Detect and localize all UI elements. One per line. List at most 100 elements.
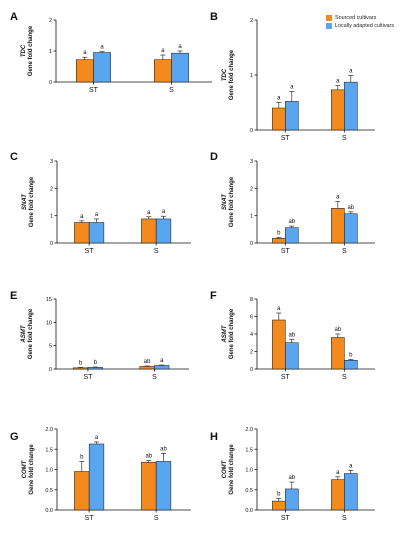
significance-letter: ab (288, 219, 295, 225)
significance-letter: ab (347, 205, 354, 211)
bar (344, 81, 358, 131)
bar (272, 319, 286, 370)
legend-item-sourced: Sourced cultivars (326, 14, 394, 22)
y-axis-label: Gene fold change (29, 176, 35, 227)
bar (331, 479, 345, 511)
bar (88, 222, 105, 244)
y-tick-label: 1 (250, 214, 253, 220)
y-tick-label: 10 (46, 320, 52, 326)
y-tick-label: 5 (49, 344, 52, 350)
panel-label: A (10, 11, 18, 23)
significance-letter: b (277, 231, 281, 237)
bar (285, 101, 299, 131)
bar (272, 238, 286, 244)
y-axis-gene-label: SNAT (22, 193, 28, 210)
y-axis-label: Gene fold change (229, 49, 235, 100)
y-tick-label: 15 (46, 297, 52, 303)
y-tick-label: 0.0 (45, 508, 53, 514)
significance-letter: a (277, 96, 281, 102)
bar (87, 367, 103, 370)
x-tick-label: S (169, 87, 174, 94)
significance-letter: a (349, 463, 353, 469)
legend-swatch-sourced (326, 15, 332, 21)
y-tick-label: 2.0 (245, 427, 253, 433)
y-tick-label: 2 (250, 18, 253, 24)
bar (139, 366, 155, 370)
panel-f: F ASMT Gene fold change 0 2 4 6 8 ST a ab Sab b (210, 290, 375, 381)
y-axis-gene-label: SNAT (222, 193, 228, 210)
y-tick-label: 0 (250, 128, 253, 134)
y-tick-label: 1.5 (245, 447, 253, 453)
significance-letter: ab (144, 359, 151, 365)
bar (141, 461, 157, 511)
y-tick-label: 0 (250, 241, 253, 247)
y-tick-label: 2 (49, 18, 52, 24)
significance-letter: a (178, 44, 182, 50)
significance-letter: a (162, 209, 166, 215)
panel-label: G (10, 431, 19, 443)
y-tick-label: 3 (250, 159, 253, 165)
y-tick-label: 0 (49, 367, 52, 373)
x-tick-label: ST (281, 374, 291, 381)
bar (331, 208, 345, 244)
x-tick-label: S (154, 248, 159, 255)
legend: Sourced cultivars Locally adapted cultiv… (326, 14, 394, 30)
x-tick-label: ST (281, 515, 291, 522)
bar (154, 59, 172, 83)
panel-label: B (210, 11, 218, 23)
bar (285, 342, 299, 370)
x-tick-label: ST (89, 87, 99, 94)
bar (93, 52, 111, 83)
y-tick-label: 0 (50, 241, 53, 247)
y-tick-label: 0 (250, 367, 253, 373)
legend-label-local: Locally adapted cultivars (335, 23, 395, 29)
panel-c: C SNAT Gene fold change 0 1 2 3 ST a a Sa a (10, 151, 191, 255)
y-axis-gene-label: TDC (21, 44, 27, 57)
legend-label-sourced: Sourced cultivars (335, 15, 377, 21)
panel-g: G COMT Gene fold change 0.0 0.5 1.0 1.5 2.0 ST b a… (10, 427, 191, 522)
y-axis-label: Gene fold change (28, 308, 34, 359)
y-tick-label: 2 (250, 186, 253, 192)
bar (155, 461, 172, 511)
significance-letter: a (290, 85, 294, 91)
legend-item-local: Locally adapted cultivars (326, 22, 394, 30)
y-axis-gene-label: COMT (22, 459, 28, 478)
bar (272, 107, 286, 131)
x-tick-label: ST (85, 248, 95, 255)
y-axis-gene-label: TDC (222, 68, 228, 81)
y-tick-label: 3 (50, 159, 53, 165)
panel-label: E (10, 290, 17, 302)
bar (141, 218, 157, 244)
bar (344, 360, 358, 370)
y-tick-label: 1.5 (45, 447, 53, 453)
x-tick-label: ST (281, 248, 291, 255)
x-tick-label: S (152, 374, 157, 381)
y-tick-label: 1.0 (45, 468, 53, 474)
significance-letter: ab (288, 475, 295, 481)
significance-letter: b (277, 491, 281, 497)
significance-letter: a (160, 358, 164, 364)
panel-h: H COMT Gene fold change 0.0 0.5 1.0 1.5 2.0 ST b a… (210, 427, 375, 522)
y-axis-label: Gene fold change (29, 444, 35, 495)
bar (73, 367, 89, 370)
x-tick-label: ST (85, 515, 95, 522)
significance-letter: a (336, 78, 340, 84)
x-tick-label: S (342, 248, 347, 255)
y-tick-label: 1 (250, 73, 253, 79)
y-tick-label: 0 (49, 80, 52, 86)
significance-letter: b (80, 454, 84, 460)
y-tick-label: 2 (250, 350, 253, 356)
significance-letter: a (277, 306, 281, 312)
y-tick-label: 4 (250, 332, 253, 338)
bar (76, 59, 94, 83)
bar (331, 337, 345, 370)
panel-d: D SNAT Gene fold change 0 1 2 3 ST b ab Sa ab (210, 151, 375, 255)
significance-letter: a (349, 69, 353, 75)
significance-letter: a (336, 470, 340, 476)
bar (344, 213, 358, 244)
y-tick-label: 6 (250, 315, 253, 321)
bar (285, 488, 299, 511)
significance-letter: a (80, 214, 84, 220)
x-tick-label: S (342, 374, 347, 381)
